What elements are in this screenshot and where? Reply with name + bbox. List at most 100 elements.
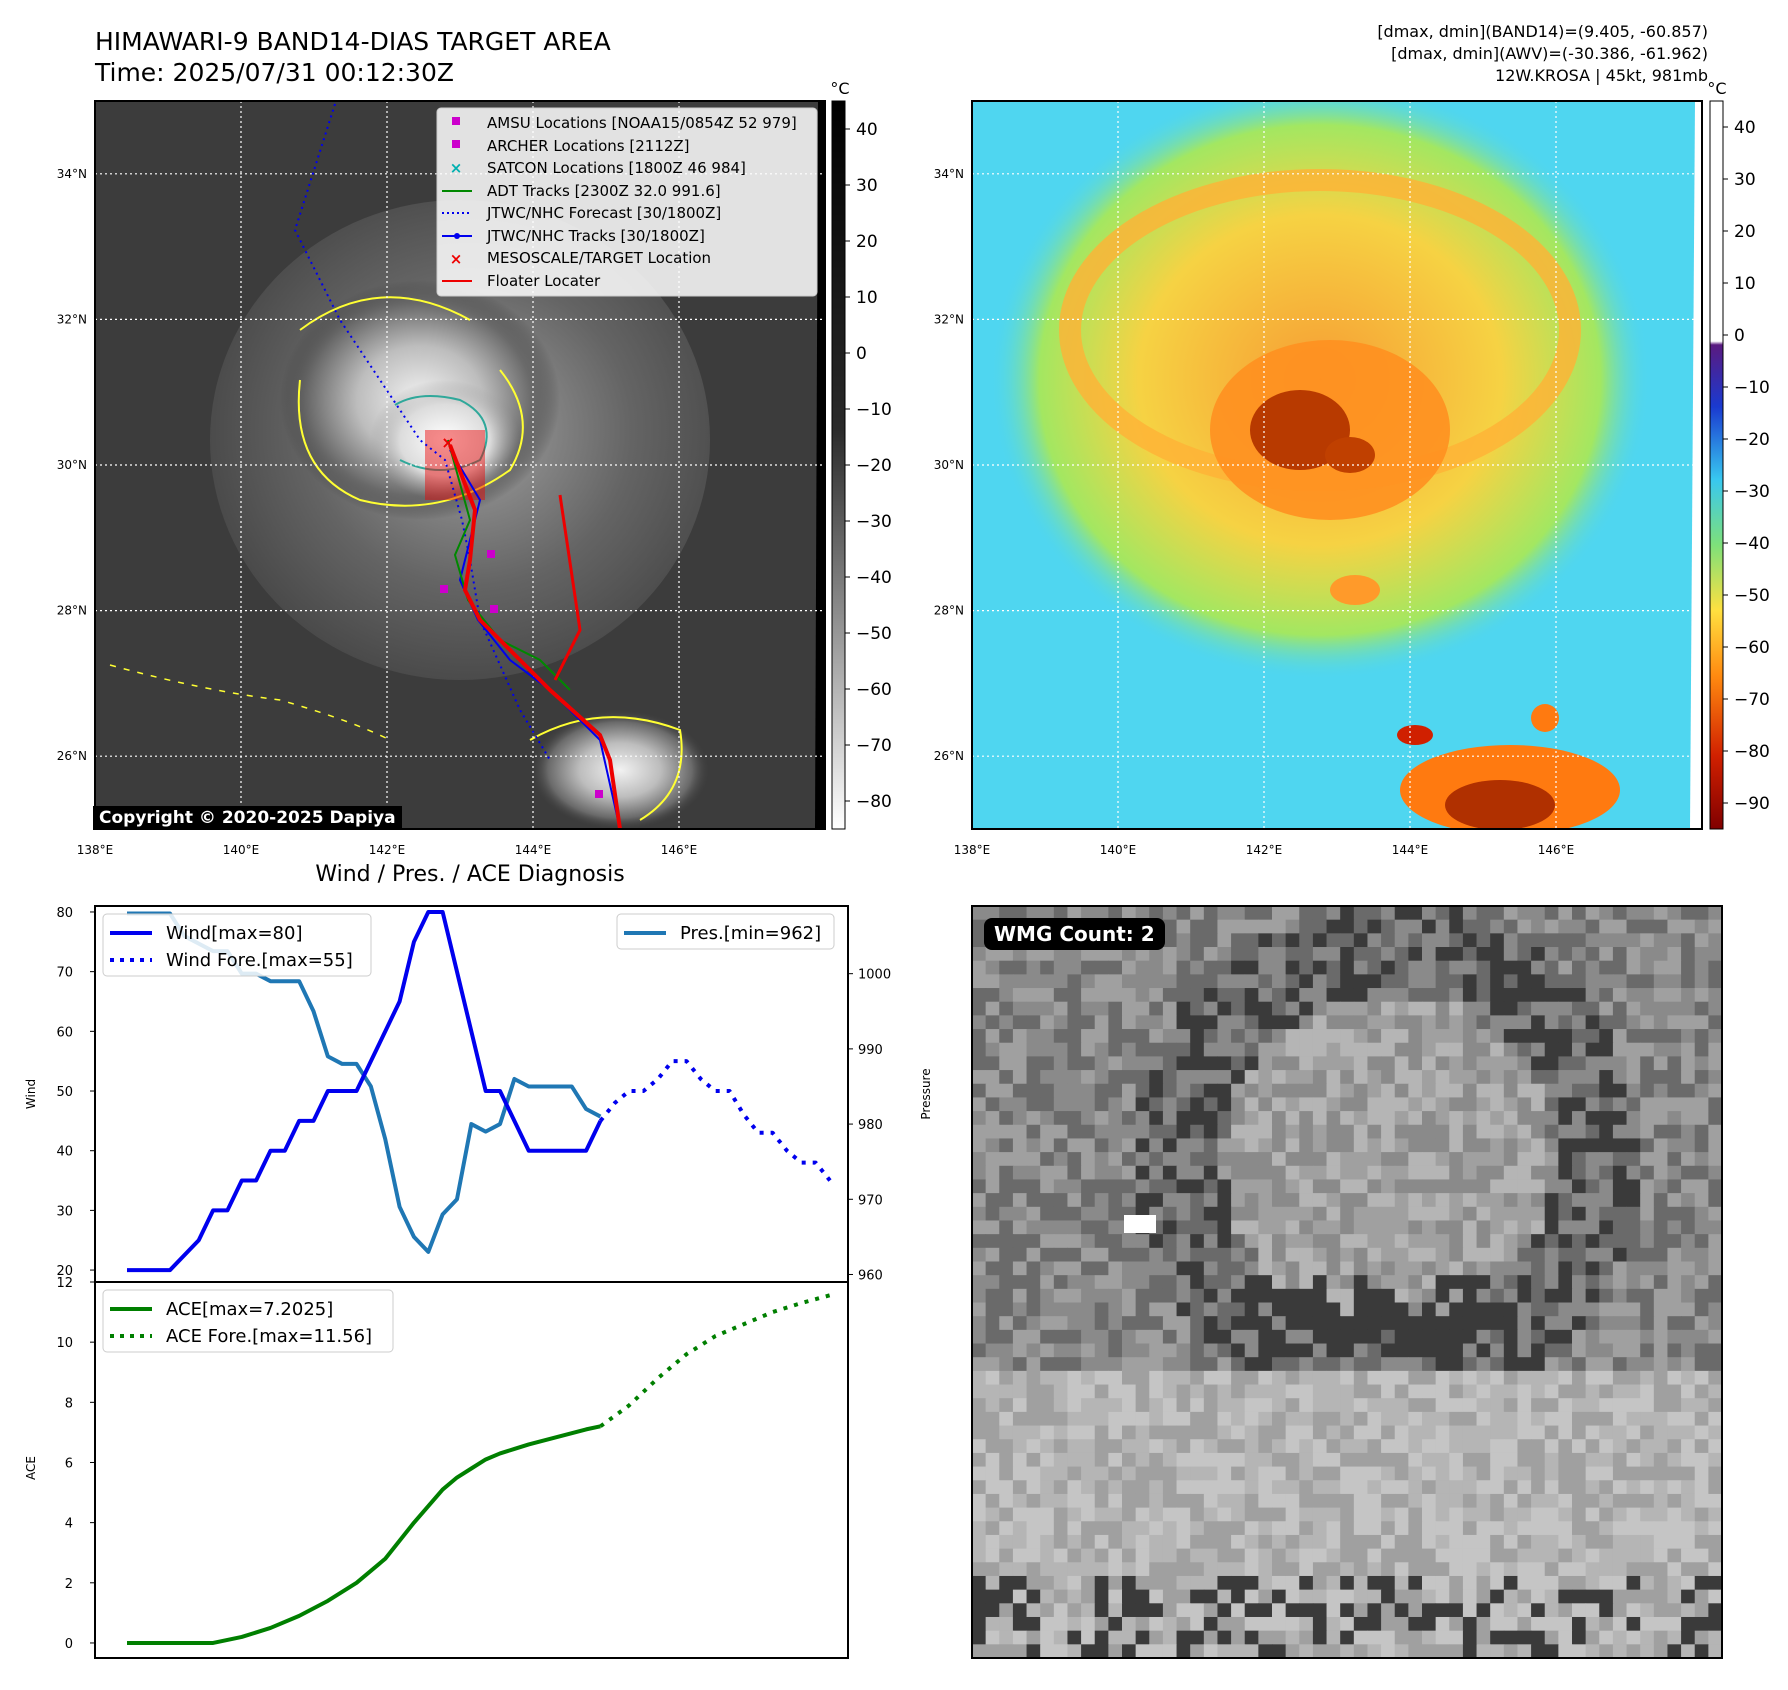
wmg-pixel (1067, 1152, 1082, 1167)
wmg-pixel (1244, 1206, 1259, 1221)
wmg-pixel (1517, 1029, 1532, 1044)
wmg-pixel (1681, 1165, 1696, 1180)
wmg-pixel (1640, 1507, 1655, 1522)
wmg-pixel (1122, 1493, 1137, 1509)
wmg-pixel (1367, 1603, 1382, 1618)
wmg-pixel (1612, 1357, 1628, 1372)
wmg-pixel (1381, 1261, 1396, 1276)
wmg-pixel (1381, 1138, 1396, 1153)
wmg-pixel (1012, 1193, 1028, 1208)
wmg-pixel (985, 1343, 1000, 1358)
wmg-pixel (1094, 1507, 1109, 1522)
wmg-pixel (1708, 1425, 1723, 1440)
wmg-pixel (1476, 1138, 1491, 1153)
wmg-pixel (1272, 1575, 1287, 1591)
wmg-pixel (1585, 1452, 1600, 1468)
wmg-pixel (1626, 1644, 1641, 1659)
wmg-pixel (1476, 960, 1491, 975)
wmg-pixel (1394, 1521, 1409, 1536)
wmg-pixel (1012, 1083, 1028, 1098)
wmg-pixel (1435, 1616, 1450, 1632)
wmg-pixel (1162, 1097, 1178, 1112)
wmg-pixel (1299, 1439, 1314, 1454)
wmg-pixel (1258, 1042, 1273, 1057)
wmg-pixel (1435, 1370, 1450, 1386)
wmg-pixel (1176, 1111, 1191, 1126)
wmg-pixel (1422, 1480, 1437, 1495)
wmg-pixel (1694, 906, 1709, 921)
wmg-pixel (1012, 1534, 1028, 1550)
wmg-pixel (1272, 988, 1287, 1003)
wmg-pixel (1503, 1507, 1518, 1522)
wmg-pixel (1558, 1288, 1573, 1304)
wmg-pixel (1667, 1083, 1682, 1098)
wmg-pixel (1353, 1493, 1368, 1509)
wmg-pixel (1040, 1124, 1055, 1139)
wmg-pixel (1149, 1083, 1164, 1098)
wmg-pixel (1572, 947, 1587, 962)
wmg-pixel (1244, 1466, 1259, 1481)
wmg-pixel (1367, 1616, 1382, 1632)
wmg-pixel (1462, 1644, 1478, 1659)
wmg-pixel (1572, 1247, 1587, 1262)
wmg-pixel (1694, 1138, 1709, 1153)
wmg-pixel (1122, 988, 1137, 1003)
wmg-pixel (1203, 1521, 1218, 1536)
wmg-pixel (1094, 1042, 1109, 1057)
wmg-pixel (1435, 1165, 1450, 1180)
wmg-pixel (1585, 1193, 1600, 1208)
wmg-pixel (1626, 1029, 1641, 1044)
wmg-pixel (1272, 1015, 1287, 1030)
wmg-pixel (1503, 1042, 1518, 1057)
wmg-pixel (1272, 1630, 1287, 1645)
wmg-pixel (1422, 1302, 1437, 1317)
wmg-pixel (1285, 919, 1300, 934)
wmg-pixel (1135, 1616, 1150, 1632)
wmg-pixel (1367, 1302, 1382, 1317)
wmg-pixel (1040, 1083, 1055, 1098)
wmg-pixel (1449, 1261, 1464, 1276)
wmg-pixel (1558, 1480, 1573, 1495)
wmg-pixel (1326, 1220, 1341, 1235)
wmg-pixel (1503, 1616, 1518, 1632)
wmg-pixel (1326, 1329, 1341, 1345)
wmg-pixel (1190, 1124, 1205, 1139)
wmg-pixel (1490, 974, 1505, 989)
wmg-pixel (1490, 1124, 1505, 1139)
wmg-pixel (1531, 1452, 1546, 1468)
wmg-pixel (1012, 988, 1028, 1003)
wmg-pixel (1435, 1329, 1450, 1345)
colorbar-tick-label: −10 (856, 400, 892, 420)
wmg-pixel (1462, 1562, 1478, 1577)
wmg-pixel (985, 906, 1000, 921)
wmg-pixel (1531, 1302, 1546, 1317)
wmg-pixel (1190, 1507, 1205, 1522)
wmg-pixel (1312, 1616, 1328, 1632)
wmg-pixel (1626, 1070, 1641, 1085)
wmg-pixel (1081, 1152, 1096, 1167)
wmg-pixel (1585, 919, 1600, 934)
wmg-pixel (1531, 1439, 1546, 1454)
wmg-pixel (1640, 1193, 1655, 1208)
wmg-pixel (1435, 1015, 1450, 1030)
wmg-pixel (1490, 1357, 1505, 1372)
wmg-pixel (1026, 1302, 1041, 1317)
wmg-pixel (1367, 947, 1382, 962)
wmg-pixel (1449, 1603, 1464, 1618)
wmg-pixel (1708, 906, 1723, 921)
wmg-pixel (1681, 1644, 1696, 1659)
wmg-pixel (1653, 1343, 1668, 1358)
wmg-pixel (985, 1302, 1000, 1317)
wmg-pixel (1667, 1275, 1682, 1290)
wmg-pixel (1203, 1124, 1218, 1139)
wmg-pixel (1108, 1029, 1123, 1044)
wmg-pixel (1149, 1507, 1164, 1522)
wmg-pixel (972, 1275, 987, 1290)
wmg-pixel (999, 1070, 1014, 1085)
wmg-pixel (1626, 1302, 1641, 1317)
wmg-pixel (1626, 1152, 1641, 1167)
wmg-pixel (1626, 1193, 1641, 1208)
wmg-pixel (1053, 1398, 1068, 1413)
wmg-pixel (1012, 1261, 1028, 1276)
wmg-pixel (1640, 1452, 1655, 1468)
